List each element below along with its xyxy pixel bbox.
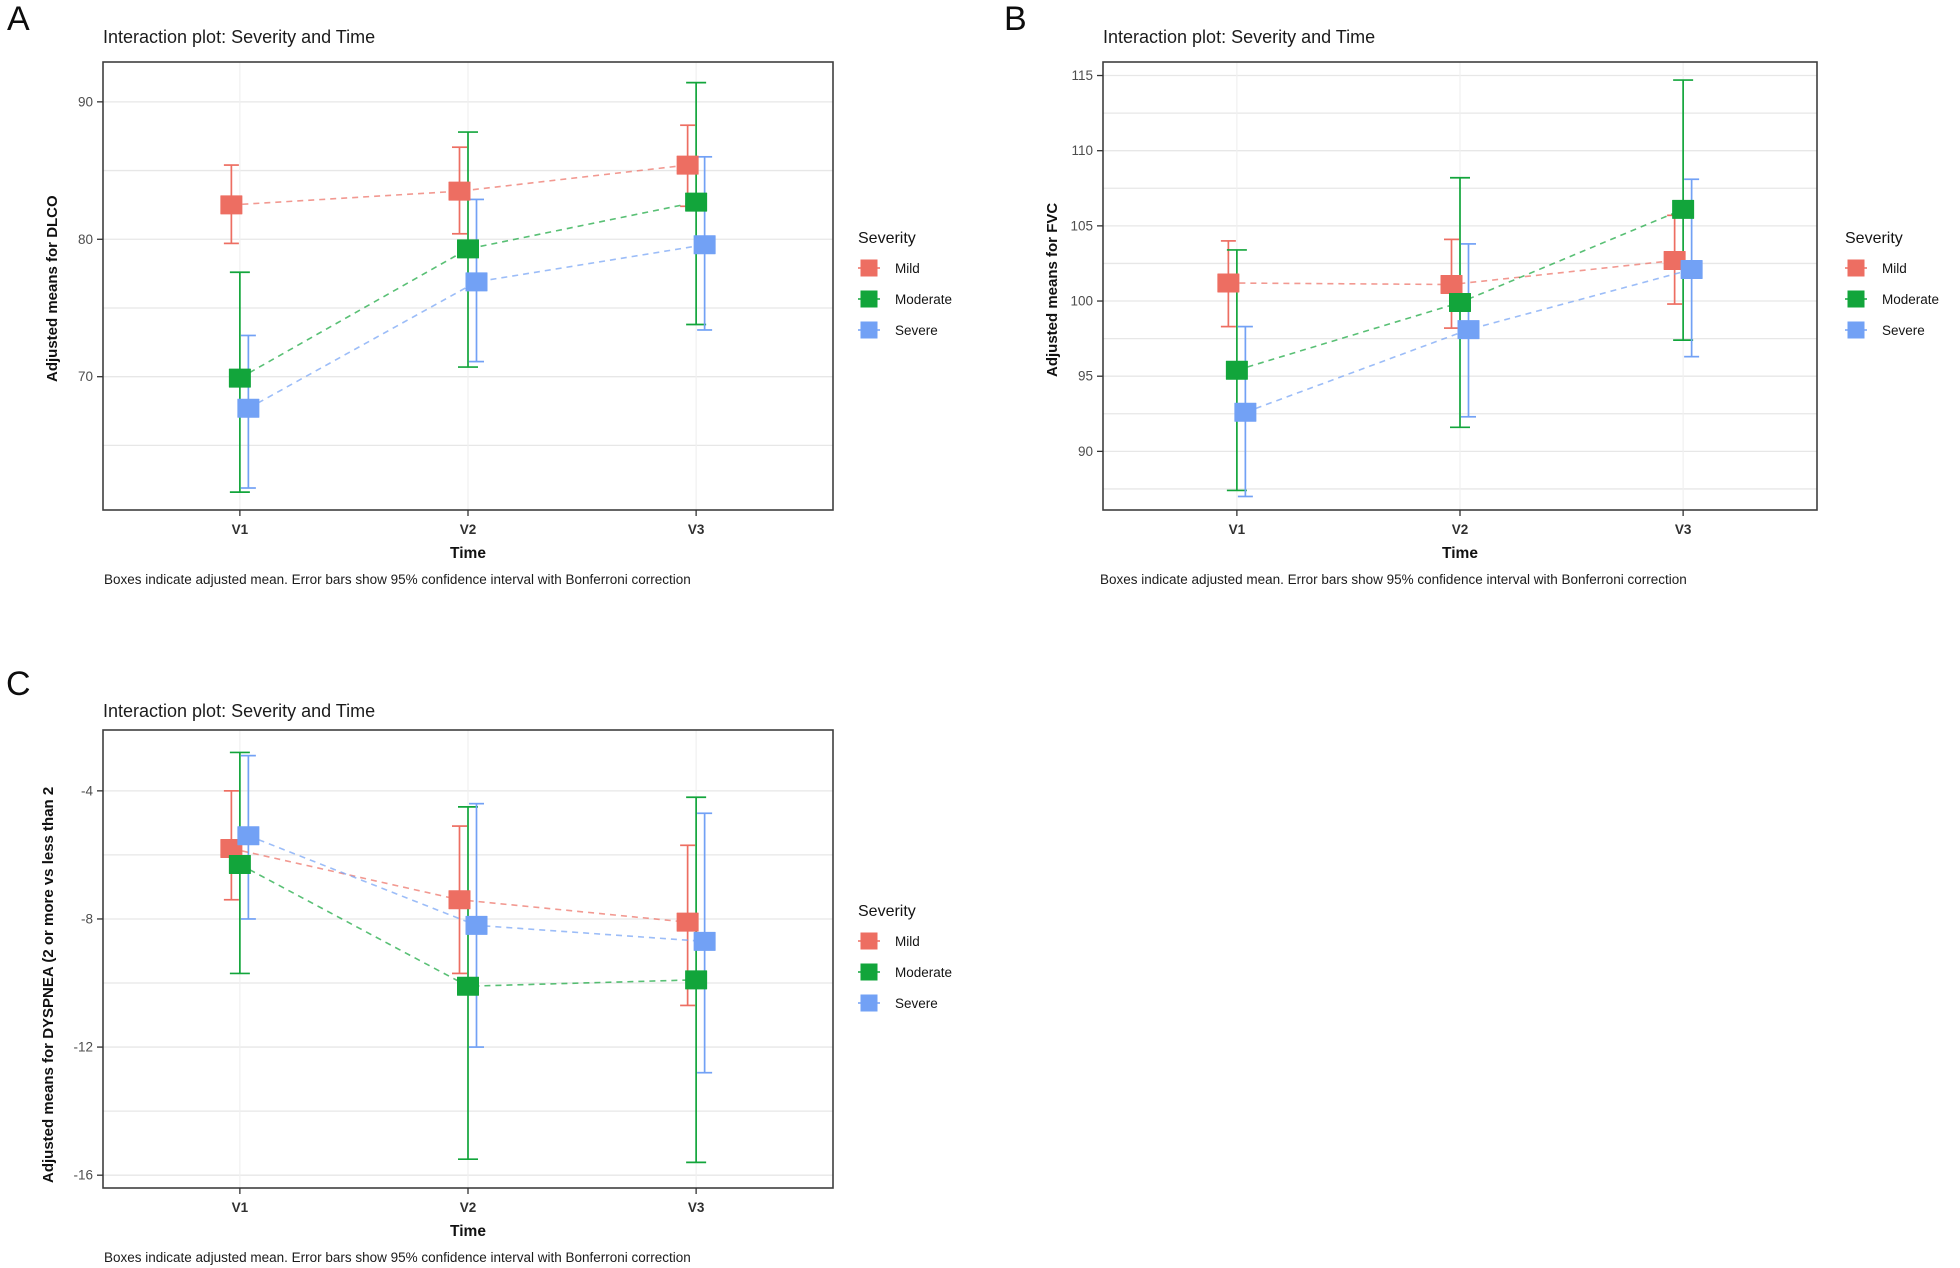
x-tick-label: V2 — [1452, 522, 1469, 537]
legend-key-severe-icon — [858, 994, 880, 1012]
legend-item-mild: Mild — [858, 257, 952, 279]
panel-letter-a: A — [7, 0, 30, 38]
legend-item-moderate: Moderate — [858, 961, 952, 983]
plot-svg-c: -4 -8 -12 -16 V1 V2 V3 — [73, 729, 834, 1215]
x-tick-label: V3 — [688, 1200, 705, 1215]
x-axis-label-b: Time — [1442, 545, 1478, 562]
plot-panel-a: A Interaction plot: Severity and Time Ad… — [0, 0, 1000, 645]
plot-svg-b: 115 110 105 100 95 90 V1 V2 V3 — [1070, 61, 1818, 537]
legend-key-moderate-icon — [858, 290, 880, 308]
x-tick-label: V1 — [232, 522, 249, 537]
legend-key-mild-icon — [858, 259, 880, 277]
x-tick-label: V1 — [1229, 522, 1246, 537]
legend-a: Severity Mild Moderate Severe — [858, 230, 952, 350]
panel-letter-b: B — [1004, 0, 1027, 38]
x-tick-label: V3 — [688, 522, 705, 537]
legend-item-severe: Severe — [858, 319, 952, 341]
y-tick-label: 90 — [1078, 444, 1093, 459]
legend-title-a: Severity — [858, 230, 916, 247]
y-tick-label: 90 — [78, 94, 93, 109]
y-tick-label: 115 — [1071, 68, 1093, 83]
plot-title-c: Interaction plot: Severity and Time — [103, 701, 376, 721]
legend-item-mild: Mild — [858, 930, 952, 952]
legend-label-mild: Mild — [895, 933, 920, 949]
legend-key-mild-icon — [858, 932, 880, 950]
plot-caption-b: Boxes indicate adjusted mean. Error bars… — [1100, 572, 1687, 587]
plot-caption-a: Boxes indicate adjusted mean. Error bars… — [104, 572, 691, 587]
legend-item-moderate: Moderate — [1845, 288, 1939, 310]
y-tick-label: 95 — [1078, 369, 1093, 384]
legend-b: Severity Mild Moderate Severe — [1845, 230, 1939, 350]
y-tick-label: 110 — [1071, 143, 1093, 158]
x-tick-label: V3 — [1675, 522, 1692, 537]
y-tick-label: -4 — [81, 783, 93, 798]
plot-title-b: Interaction plot: Severity and Time — [1103, 27, 1376, 47]
legend-item-moderate: Moderate — [858, 288, 952, 310]
y-tick-label: -12 — [73, 1040, 93, 1055]
legend-label-mild: Mild — [895, 260, 920, 276]
plot-panel-b: B Interaction plot: Severity and Time Ad… — [1000, 0, 1960, 645]
panel-letter-c: C — [6, 665, 31, 703]
x-axis-label-c: Time — [450, 1223, 486, 1240]
x-axis-label-a: Time — [450, 545, 486, 562]
y-tick-label: 70 — [78, 369, 93, 384]
y-tick-label: -8 — [81, 911, 93, 926]
legend-item-severe: Severe — [858, 992, 952, 1014]
legend-key-severe-icon — [1845, 321, 1867, 339]
legend-label-mild: Mild — [1882, 260, 1907, 276]
legend-label-moderate: Moderate — [895, 964, 953, 980]
y-tick-label: -16 — [73, 1168, 93, 1183]
y-tick-label: 80 — [78, 232, 93, 247]
legend-item-severe: Severe — [1845, 319, 1939, 341]
legend-label-moderate: Moderate — [1882, 291, 1940, 307]
legend-label-severe: Severe — [1882, 322, 1925, 338]
plot-caption-c: Boxes indicate adjusted mean. Error bars… — [104, 1250, 691, 1265]
legend-item-mild: Mild — [1845, 257, 1939, 279]
y-tick-label: 100 — [1070, 294, 1093, 309]
legend-title-c: Severity — [858, 903, 916, 920]
legend-key-moderate-icon — [1845, 290, 1867, 308]
x-tick-label: V2 — [460, 1200, 477, 1215]
legend-label-moderate: Moderate — [895, 291, 953, 307]
x-tick-label: V1 — [232, 1200, 249, 1215]
plot-panel-c: C Interaction plot: Severity and Time Ad… — [0, 665, 1000, 1268]
legend-key-mild-icon — [1845, 259, 1867, 277]
y-tick-label: 105 — [1070, 218, 1093, 233]
plot-svg-a: 90 80 70 V1 V2 V3 — [78, 61, 834, 537]
legend-label-severe: Severe — [895, 322, 938, 338]
legend-label-severe: Severe — [895, 995, 938, 1011]
legend-key-moderate-icon — [858, 963, 880, 981]
x-tick-label: V2 — [460, 522, 477, 537]
legend-c: Severity Mild Moderate Severe — [858, 903, 952, 1023]
plot-title-a: Interaction plot: Severity and Time — [103, 27, 376, 47]
legend-title-b: Severity — [1845, 230, 1903, 247]
legend-key-severe-icon — [858, 321, 880, 339]
